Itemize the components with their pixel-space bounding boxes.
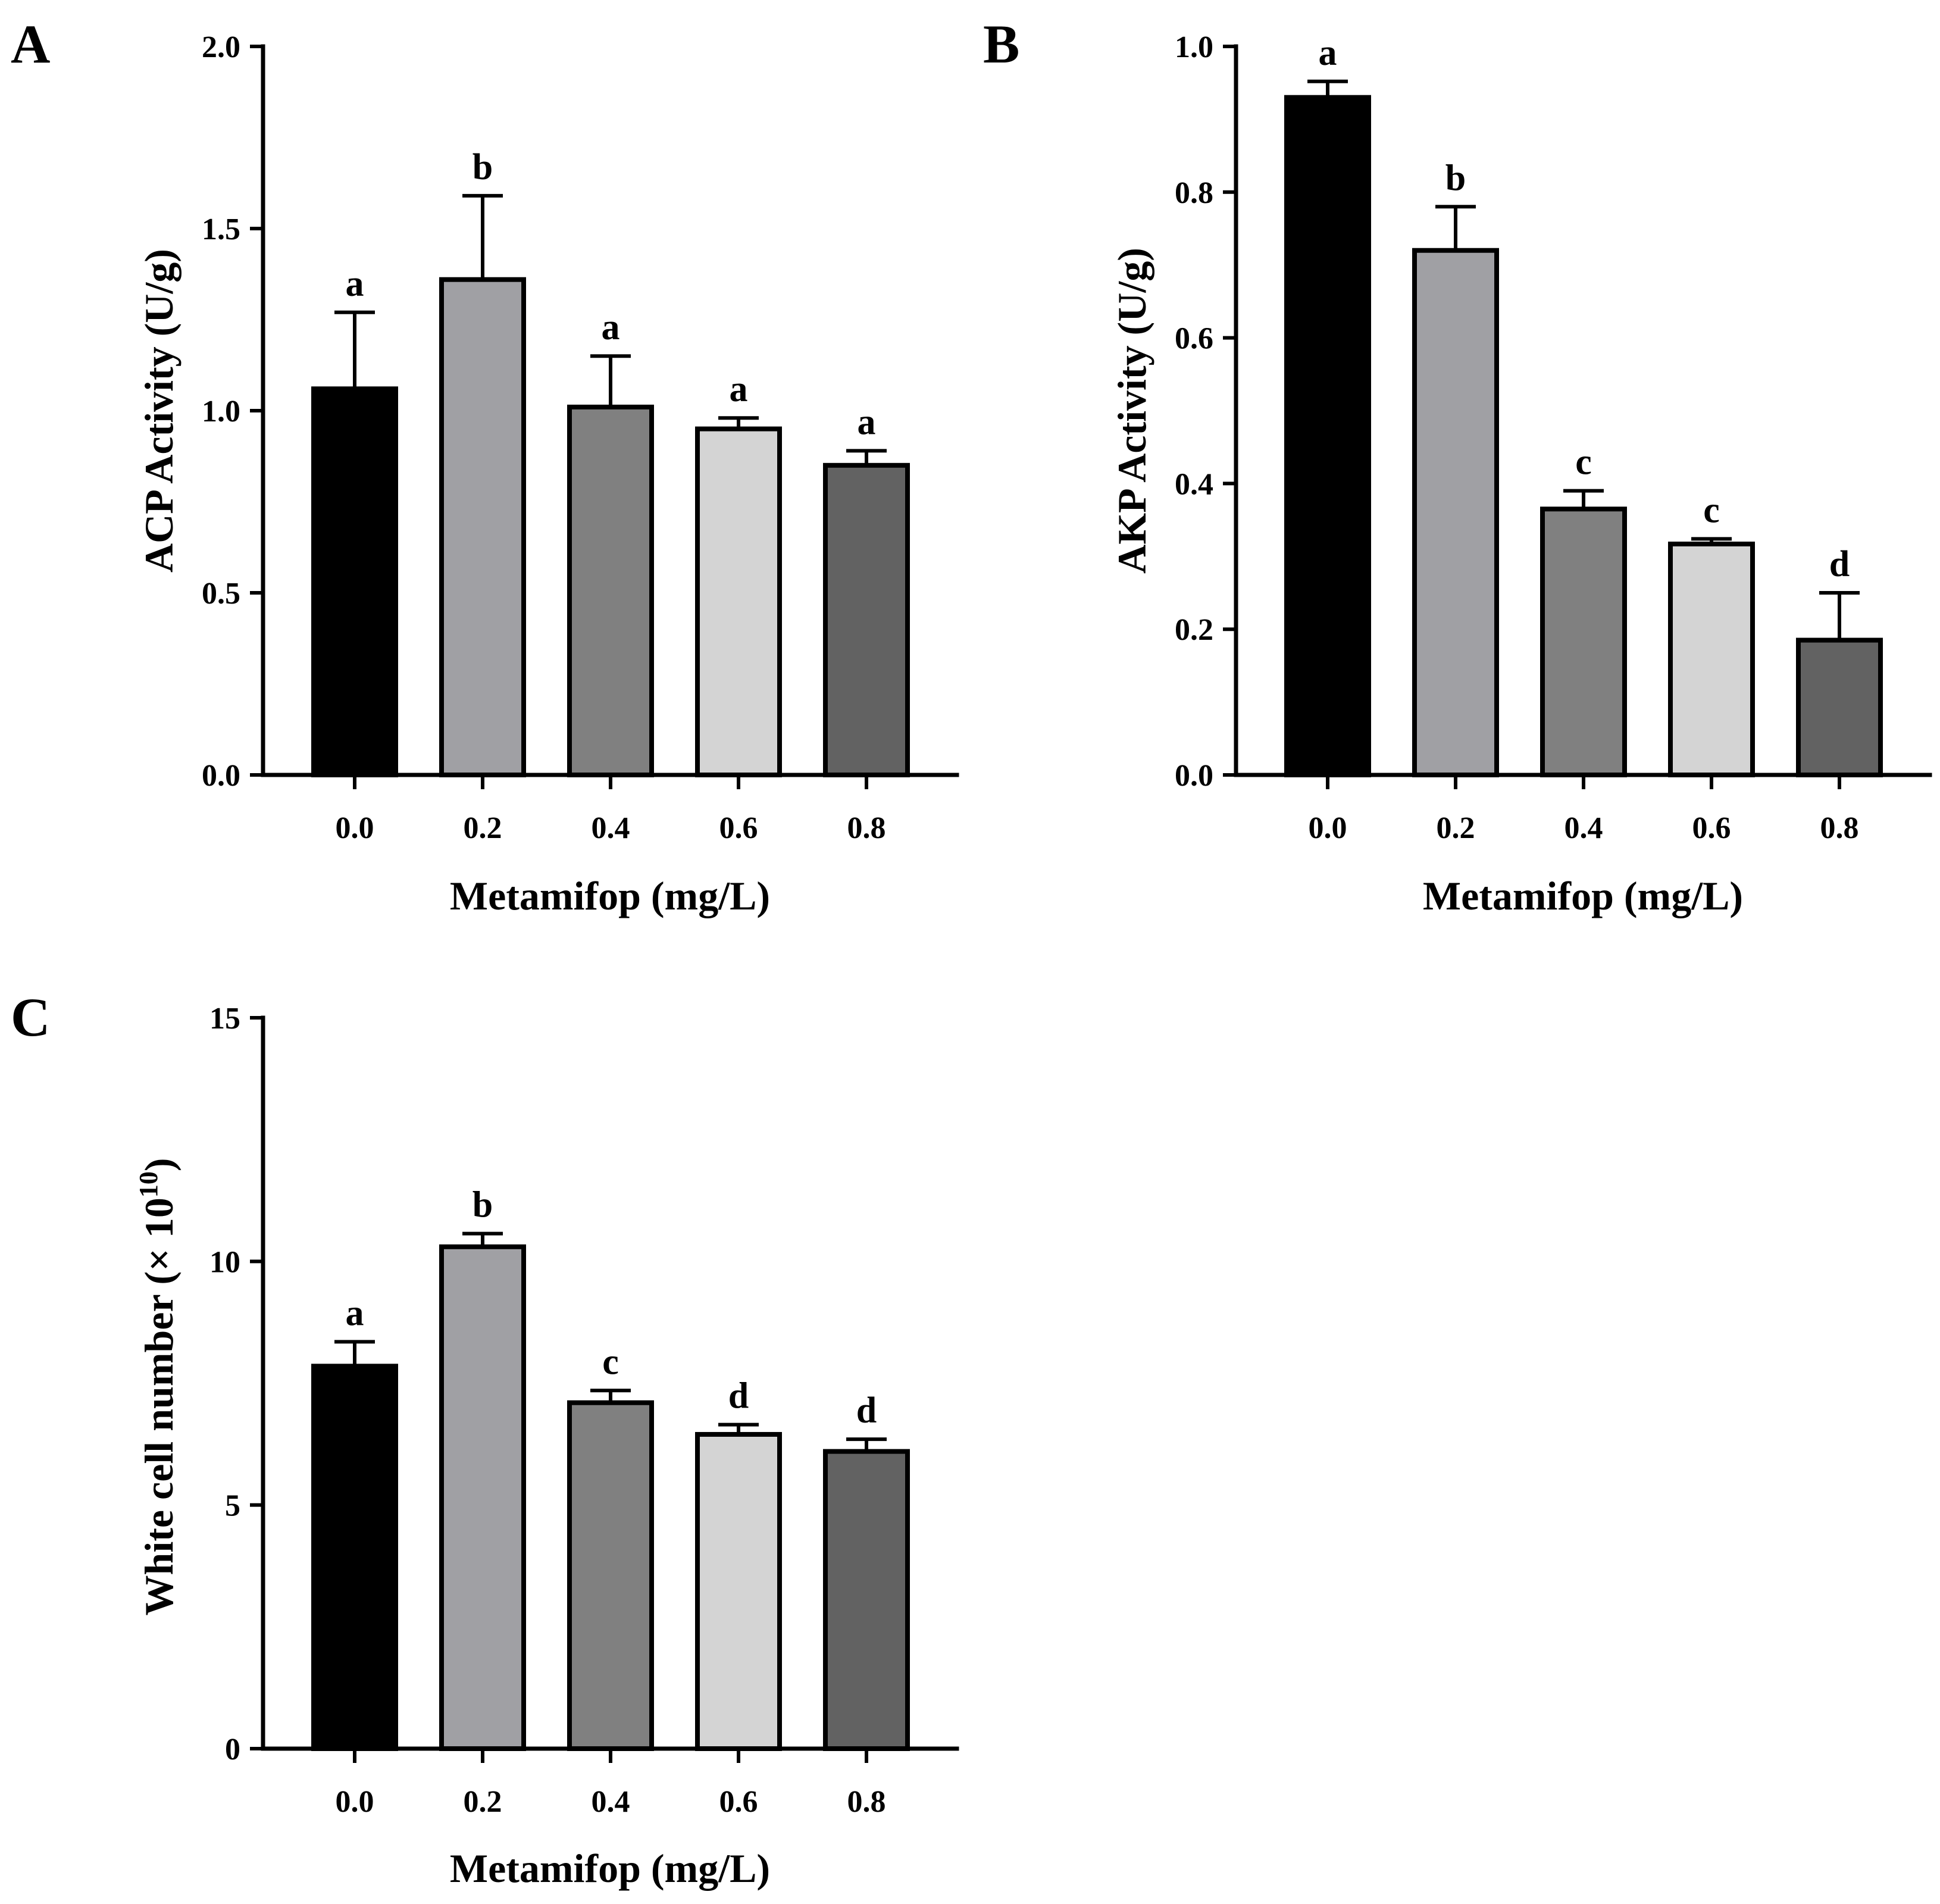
- panel-b-y-tick-label: 0.8: [1175, 176, 1213, 210]
- panel-b-significance-letter: a: [1319, 33, 1337, 73]
- panel-letter-b: B: [983, 14, 1019, 74]
- panel-c-significance-letter: c: [602, 1342, 619, 1382]
- panel-a-bar: [439, 277, 526, 777]
- panel-c-error-bar: [718, 1422, 759, 1434]
- panel-a-x-tick-label: 0.6: [719, 811, 758, 845]
- panel-b-y-tick-label: 0.0: [1175, 759, 1213, 793]
- panel-a-x-tick-label: 0.4: [592, 811, 630, 845]
- panel-a-significance-letter: a: [730, 369, 748, 409]
- panel-a-error-bar: [846, 449, 887, 465]
- panel-c-error-bar: [590, 1389, 631, 1403]
- panel-c-bar: [311, 1364, 398, 1751]
- panel-b-error-bar: [1819, 591, 1860, 640]
- panel-c-plot-area: 0 5 10 15 a 0.0 b 0.2 c 0.4 d 0.6 d 0.8: [209, 1002, 959, 1819]
- panel-c-x-tick-label: 0.8: [847, 1785, 886, 1819]
- panel-b-significance-letter: d: [1829, 544, 1850, 584]
- panel-a-error-bar: [718, 416, 759, 429]
- panel-c-y-tick-label: 15: [209, 1002, 240, 1036]
- panel-a-bar: [695, 426, 782, 777]
- panel-b-bar: [1796, 637, 1883, 778]
- panel-letter-a: A: [11, 14, 50, 74]
- panel-b-bar: [1668, 541, 1755, 777]
- panel-b-significance-letter: c: [1575, 442, 1592, 483]
- panel-c-significance-letter: a: [346, 1293, 364, 1333]
- panel-c-chart: White cell number (× 1010) Metamifop (mg…: [134, 1002, 959, 1891]
- panel-b-significance-letter: c: [1703, 490, 1720, 530]
- panel-a-y-tick-label: 1.5: [202, 212, 240, 246]
- panel-c-x-tick-label: 0.6: [719, 1785, 758, 1819]
- panel-a-bar: [311, 386, 398, 777]
- panel-c-bar: [567, 1400, 654, 1751]
- panel-b-error-bar: [1691, 537, 1732, 544]
- panel-a-y-axis-title: ACP Activity (U/g): [136, 249, 182, 573]
- panel-c-x-tick-label: 0.4: [592, 1785, 630, 1819]
- panel-b-x-tick-label: 0.0: [1309, 811, 1347, 845]
- panel-b-x-tick-label: 0.2: [1437, 811, 1475, 845]
- panel-c-bar: [695, 1431, 782, 1751]
- panel-c-significance-letter: d: [728, 1376, 749, 1417]
- panel-a-error-bar: [334, 310, 375, 389]
- panel-c-bar: [439, 1244, 526, 1752]
- panel-a-chart: ACP Activity (U/g) Metamifop (mg/L) 0.00…: [136, 30, 959, 918]
- panel-a-significance-letter: b: [473, 147, 493, 187]
- panel-b-y-tick-label: 1.0: [1175, 30, 1213, 64]
- panel-a-significance-letter: a: [602, 307, 620, 348]
- panel-a-error-bar: [590, 354, 631, 407]
- panel-c-x-tick-label: 0.2: [464, 1785, 502, 1819]
- panel-c-y-tick-label: 0: [225, 1733, 240, 1767]
- panel-letter-c: C: [11, 987, 50, 1048]
- panel-c-x-axis-title: Metamifop (mg/L): [450, 1846, 770, 1891]
- panel-a-y-tick-label: 0.5: [202, 577, 240, 611]
- panel-c-x-tick-label: 0.0: [336, 1785, 374, 1819]
- panel-b-chart: AKP Activity (U/g) Metamifop (mg/L) 0.00…: [1109, 30, 1932, 918]
- panel-c-significance-letter: b: [473, 1185, 493, 1225]
- panel-a-plot-area: 0.0 0.5 1.0 1.5 2.0 a 0.0 b 0.2 a 0.4 a 0.6 a 0.8: [202, 30, 959, 845]
- panel-b-x-tick-label: 0.6: [1692, 811, 1731, 845]
- panel-b-x-tick-label: 0.8: [1820, 811, 1859, 845]
- panel-a-y-tick-label: 2.0: [202, 30, 240, 64]
- panel-a-significance-letter: a: [858, 402, 876, 442]
- panel-b-error-bar: [1563, 489, 1604, 509]
- panel-c-error-bar: [846, 1437, 887, 1452]
- panel-a-x-tick-label: 0.8: [847, 811, 886, 845]
- panel-a-x-tick-label: 0.2: [464, 811, 502, 845]
- panel-c-y-axis-title: White cell number (× 1010): [134, 1158, 182, 1616]
- panel-a-significance-letter: a: [346, 264, 364, 304]
- panel-b-plot-area: 0.0 0.2 0.4 0.6 0.8 1.0 a 0.0 b 0.2 c 0.4 c 0.6 d 0.8: [1175, 30, 1932, 845]
- panel-c-error-bar: [462, 1231, 503, 1247]
- panel-b-y-tick-label: 0.2: [1175, 613, 1213, 647]
- panel-c-y-tick-label: 5: [225, 1489, 240, 1523]
- panel-b-error-bar: [1435, 205, 1476, 251]
- panel-a-x-axis-title: Metamifop (mg/L): [450, 873, 770, 918]
- panel-b-y-tick-label: 0.6: [1175, 322, 1213, 356]
- panel-b-bar: [1412, 248, 1499, 778]
- panel-b-significance-letter: b: [1445, 158, 1466, 198]
- panel-c-bar: [823, 1449, 910, 1751]
- panel-b-y-axis-title: AKP Activity (U/g): [1109, 248, 1154, 574]
- panel-c-y-axis-title-main: White cell number (× 10: [136, 1198, 182, 1615]
- panel-a-bar: [567, 404, 654, 777]
- panel-b-bar: [1284, 95, 1371, 777]
- panel-b-error-bar: [1307, 79, 1348, 98]
- panel-a-y-tick-label: 1.0: [202, 395, 240, 429]
- panel-b-x-axis-title: Metamifop (mg/L): [1423, 873, 1743, 918]
- panel-a-error-bar: [462, 193, 503, 280]
- panel-a-y-tick-label: 0.0: [202, 759, 240, 793]
- panel-c-y-tick-label: 10: [209, 1245, 240, 1279]
- panel-c-significance-letter: d: [856, 1390, 877, 1431]
- panel-c-error-bar: [334, 1340, 375, 1367]
- panel-c-y-axis-title-superscript: 10: [134, 1171, 163, 1198]
- panel-a-x-tick-label: 0.0: [336, 811, 374, 845]
- panel-b-x-tick-label: 0.4: [1564, 811, 1603, 845]
- panel-b-y-tick-label: 0.4: [1175, 467, 1213, 501]
- panel-b-bar: [1540, 507, 1627, 777]
- panel-a-bar: [823, 462, 910, 777]
- panel-c-y-axis-title-suffix: ): [136, 1158, 182, 1172]
